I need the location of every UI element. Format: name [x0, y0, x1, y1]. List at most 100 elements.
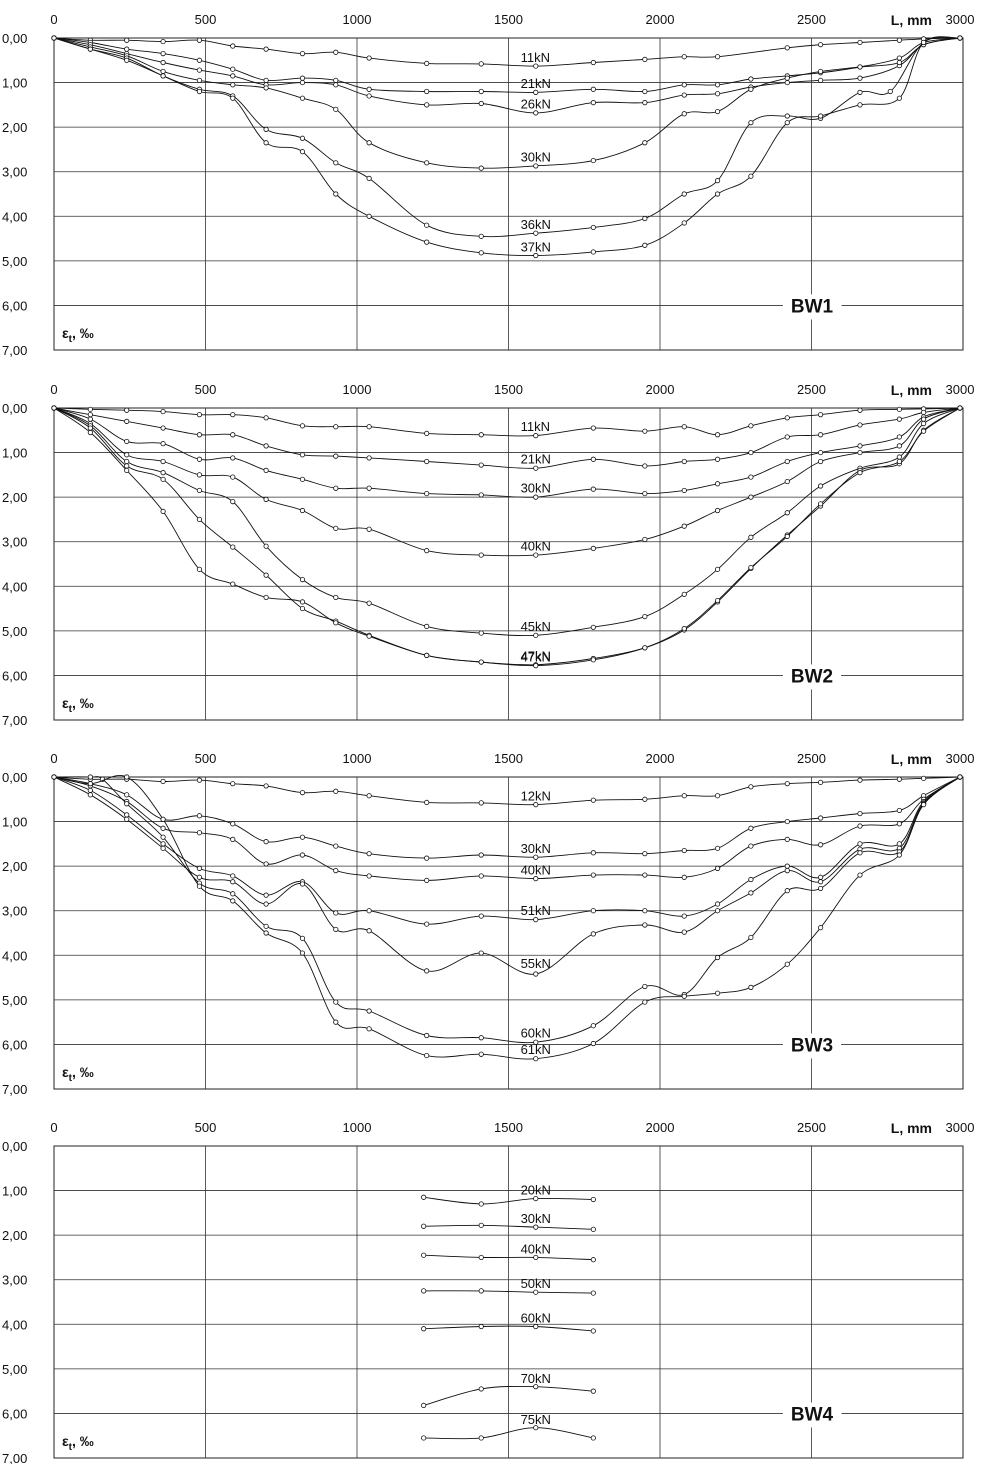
- data-point: [714, 481, 721, 487]
- data-point: [299, 507, 306, 514]
- data-point: [748, 474, 754, 480]
- data-point: [533, 802, 539, 808]
- y-tick-label: 7,00: [2, 343, 27, 358]
- x-tick-label: 2500: [797, 12, 826, 27]
- series-label: 40kN: [521, 1242, 551, 1257]
- y-tick-label: 2,00: [2, 120, 27, 135]
- data-point: [642, 215, 648, 222]
- data-point: [124, 463, 130, 469]
- y-tick-label: 1,00: [2, 446, 27, 461]
- data-point: [124, 816, 130, 822]
- data-point: [714, 793, 721, 799]
- y-tick-label: 5,00: [2, 993, 27, 1008]
- data-point: [957, 35, 963, 41]
- data-point: [478, 432, 484, 438]
- data-point: [533, 632, 539, 638]
- data-point: [424, 968, 430, 974]
- data-point: [478, 1222, 484, 1228]
- x-axis-title: L, mm: [891, 751, 932, 767]
- data-point: [590, 624, 596, 630]
- x-tick-label: 0: [50, 1120, 57, 1135]
- data-point: [921, 409, 927, 416]
- data-point: [784, 458, 790, 465]
- data-point: [748, 494, 754, 500]
- data-point: [196, 865, 203, 871]
- data-point: [160, 778, 166, 785]
- data-point: [299, 135, 306, 141]
- data-point: [642, 428, 648, 434]
- y-tick-label: 7,00: [2, 1082, 27, 1097]
- data-point: [748, 890, 754, 896]
- data-point: [366, 1026, 372, 1032]
- y-tick-label: 0,00: [2, 1139, 27, 1154]
- data-point: [124, 774, 130, 780]
- y-axis-title: εt, ‰: [62, 325, 94, 345]
- x-tick-label: 500: [195, 751, 217, 766]
- data-point: [533, 465, 539, 471]
- data-point: [748, 76, 754, 82]
- data-point: [817, 501, 824, 507]
- series-label: 60kN: [521, 1025, 551, 1040]
- data-point: [366, 1008, 372, 1014]
- x-tick-label: 2000: [646, 1120, 675, 1135]
- data-point: [921, 420, 927, 427]
- x-tick-label: 3000: [946, 12, 975, 27]
- data-point: [857, 422, 863, 428]
- data-point: [333, 867, 339, 874]
- data-point: [784, 45, 790, 51]
- data-point: [857, 850, 863, 856]
- data-point: [817, 885, 824, 892]
- data-point: [333, 106, 339, 112]
- data-point: [817, 925, 824, 931]
- data-point: [366, 928, 372, 934]
- series-line: [53, 775, 961, 1060]
- data-point: [681, 458, 687, 465]
- series-label: 55kN: [521, 956, 551, 971]
- series-label: 47kN: [521, 648, 551, 663]
- data-point: [424, 921, 430, 927]
- data-point: [87, 781, 93, 787]
- data-point: [590, 908, 596, 914]
- data-point: [681, 111, 687, 117]
- data-point: [857, 872, 863, 878]
- series-11kn-0: 11kN: [51, 35, 963, 69]
- data-point: [642, 922, 648, 928]
- data-point: [714, 82, 721, 88]
- data-point: [333, 525, 339, 531]
- data-point: [957, 405, 963, 411]
- data-point: [263, 46, 269, 52]
- data-point: [51, 405, 57, 411]
- y-tick-label: 4,00: [2, 1317, 27, 1332]
- data-point: [421, 1194, 427, 1200]
- data-point: [817, 42, 824, 48]
- data-point: [196, 77, 203, 83]
- y-tick-label: 0,00: [2, 31, 27, 46]
- data-point: [533, 971, 539, 977]
- data-point: [87, 787, 93, 793]
- data-point: [424, 88, 430, 95]
- data-point: [533, 110, 539, 116]
- data-point: [714, 54, 721, 60]
- data-point: [87, 429, 93, 436]
- data-point: [333, 843, 339, 849]
- data-point: [478, 88, 484, 95]
- data-point: [263, 839, 269, 845]
- x-tick-label: 0: [50, 12, 57, 27]
- series-label: 40kN: [521, 539, 551, 554]
- data-point: [921, 775, 927, 781]
- data-point: [533, 1195, 539, 1202]
- data-point: [333, 788, 339, 794]
- data-point: [642, 645, 648, 651]
- data-point: [160, 458, 166, 465]
- data-point: [230, 891, 236, 897]
- data-point: [590, 1328, 596, 1334]
- data-point: [590, 157, 596, 164]
- series-line: [53, 407, 961, 437]
- data-point: [590, 59, 596, 66]
- y-tick-label: 7,00: [2, 1451, 27, 1464]
- data-point: [333, 424, 339, 430]
- x-tick-label: 500: [195, 382, 217, 397]
- data-point: [642, 872, 648, 878]
- data-point: [533, 552, 539, 558]
- data-point: [263, 415, 269, 421]
